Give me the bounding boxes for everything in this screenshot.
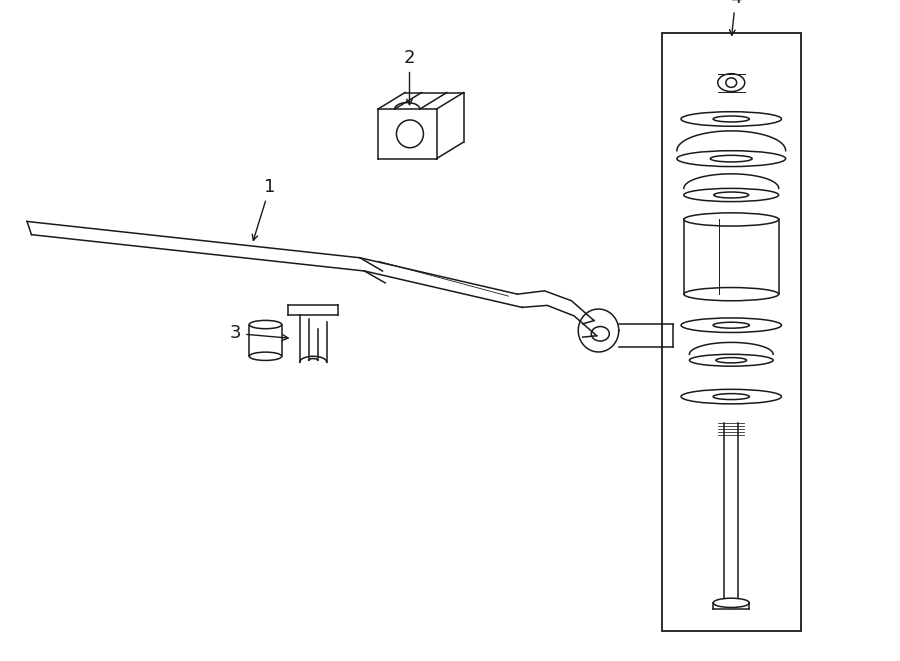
- Text: 3: 3: [230, 325, 288, 342]
- Text: 2: 2: [404, 49, 415, 104]
- Text: 1: 1: [252, 178, 275, 241]
- Text: 4: 4: [730, 0, 742, 35]
- Bar: [662, 33, 801, 631]
